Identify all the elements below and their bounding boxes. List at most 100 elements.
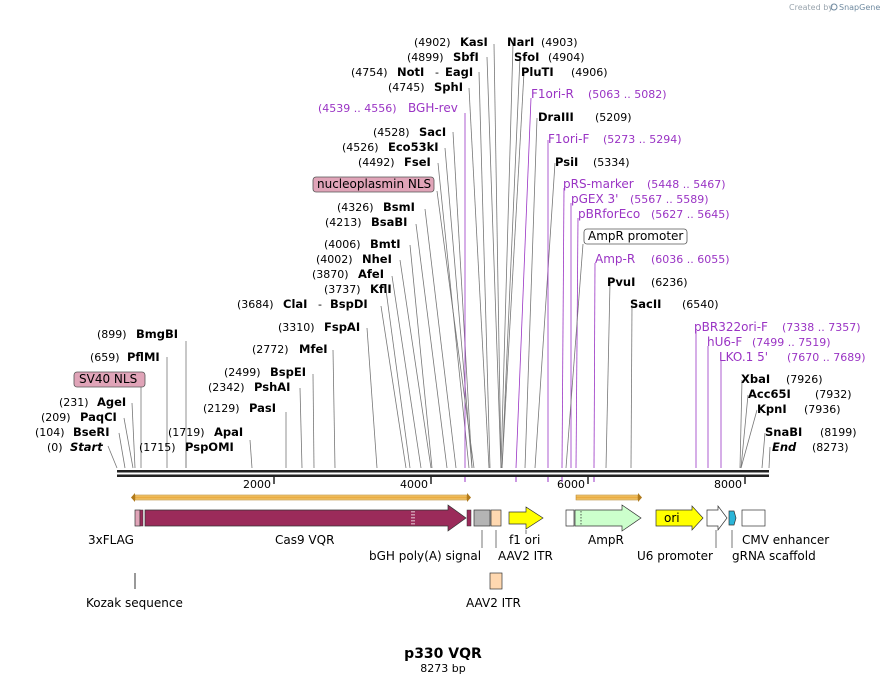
- primer-amp-r[interactable]: Amp-R: [595, 252, 635, 266]
- orf-bar[interactable]: [575, 494, 639, 501]
- site-pos: (6540): [682, 298, 719, 311]
- primer-pbr322ori-f[interactable]: pBR322ori-F: [694, 320, 768, 334]
- site-pos: (2772): [252, 343, 289, 356]
- f1-ori-feature[interactable]: [508, 506, 544, 530]
- site-nhei[interactable]: NheI: [362, 252, 392, 266]
- tick-label: 6000: [557, 478, 585, 491]
- flag-label: 3xFLAG: [88, 533, 134, 547]
- site-mfei[interactable]: MfeI: [299, 342, 328, 356]
- plasmid-title: p330 VQR: [404, 646, 482, 662]
- site-xbai[interactable]: XbaI: [741, 372, 770, 386]
- grna-label: gRNA scaffold: [732, 549, 816, 563]
- site-pos: (7926): [786, 373, 823, 386]
- site-sacii[interactable]: SacII: [630, 297, 661, 311]
- ampr-label: AmpR: [588, 533, 624, 547]
- site-sphi[interactable]: SphI: [434, 80, 463, 94]
- site-paqci[interactable]: PaqCI: [80, 410, 117, 424]
- site-agei[interactable]: AgeI: [97, 395, 126, 409]
- primer-prs-marker[interactable]: pRS-marker: [563, 177, 634, 191]
- site-fsei[interactable]: FseI: [404, 155, 431, 169]
- site-pflmi[interactable]: PflMI: [127, 350, 160, 364]
- primer-pbrforeco[interactable]: pBRforEco: [578, 207, 640, 221]
- grna-scaffold-feature[interactable]: [728, 510, 737, 526]
- primer-range: (6036 .. 6055): [651, 253, 730, 266]
- site-draiii[interactable]: DraIII: [538, 110, 574, 124]
- site-sfoi[interactable]: SfoI: [514, 50, 539, 64]
- aav2-itr-bottom-feature[interactable]: [489, 572, 503, 590]
- site-pluti[interactable]: PluTI: [521, 65, 554, 79]
- site-noti[interactable]: NotI: [397, 65, 424, 79]
- primer-marks: [464, 477, 595, 482]
- site-bmgbi[interactable]: BmgBI: [136, 327, 178, 341]
- primer-bgh-rev[interactable]: BGH-rev: [408, 101, 458, 115]
- site-pos: (659): [90, 351, 120, 364]
- site-eco53ki[interactable]: Eco53kI: [388, 140, 439, 154]
- cmv-enhancer-feature[interactable]: [741, 509, 766, 527]
- site-snabi[interactable]: SnaBI: [765, 425, 802, 439]
- u6-promoter-feature[interactable]: [706, 504, 728, 532]
- site-pshai[interactable]: PshAI: [254, 380, 290, 394]
- primer-range: (5627 .. 5645): [651, 208, 730, 221]
- ori-feature[interactable]: [655, 505, 704, 531]
- nucleoplasmin-nls-label[interactable]: nucleoplasmin NLS: [317, 177, 431, 191]
- site-pspomi[interactable]: PspOMI: [185, 440, 234, 454]
- site-end[interactable]: End: [772, 440, 797, 454]
- site-kpni[interactable]: KpnI: [757, 402, 787, 416]
- snapgene-logo-icon: [830, 3, 838, 11]
- tick-label: 4000: [400, 478, 428, 491]
- primer-lko15[interactable]: LKO.1 5': [719, 350, 768, 364]
- site-kfli[interactable]: KflI: [370, 282, 392, 296]
- tick-label: 2000: [243, 478, 271, 491]
- site-psii[interactable]: PsiI: [555, 155, 578, 169]
- site-bsabi[interactable]: BsaBI: [371, 215, 407, 229]
- site-start[interactable]: Start: [70, 440, 103, 454]
- site-nari[interactable]: NarI: [507, 35, 534, 49]
- cas9-feature[interactable]: [144, 504, 467, 532]
- site-pos: (4006): [324, 238, 361, 251]
- site-sbfi[interactable]: SbfI: [453, 50, 479, 64]
- ampr-feature[interactable]: [574, 504, 642, 532]
- site-bmti[interactable]: BmtI: [370, 237, 401, 251]
- site-eagi[interactable]: EagI: [445, 65, 473, 79]
- aav2-itr-feature[interactable]: [490, 509, 502, 527]
- site-acc65i[interactable]: Acc65I: [748, 387, 791, 401]
- site-bspdi[interactable]: BspDI: [330, 297, 368, 311]
- site-pos: (3310): [278, 321, 315, 334]
- site-pvui[interactable]: PvuI: [607, 275, 635, 289]
- site-bsmi[interactable]: BsmI: [383, 200, 415, 214]
- ampr-promoter-feature[interactable]: [565, 509, 575, 527]
- site-pos: (6236): [651, 276, 688, 289]
- f1ori-label: f1 ori: [509, 533, 540, 547]
- site-pos: (4213): [325, 216, 362, 229]
- site-pos: (3684): [237, 298, 274, 311]
- site-bspei[interactable]: BspEI: [270, 365, 306, 379]
- site-pos: (4906): [571, 66, 608, 79]
- site-pos: (4903): [541, 36, 578, 49]
- site-bseri[interactable]: BseRI: [73, 425, 110, 439]
- site-clai[interactable]: ClaI: [283, 297, 307, 311]
- primer-range: (5063 .. 5082): [588, 88, 667, 101]
- site-pos: (4745): [388, 81, 425, 94]
- site-fspai[interactable]: FspAI: [324, 320, 360, 334]
- site-pos: (4899): [407, 51, 444, 64]
- ampr-promoter-label[interactable]: AmpR promoter: [588, 229, 683, 243]
- site-afei[interactable]: AfeI: [358, 267, 384, 281]
- credit-brand[interactable]: SnapGene: [839, 3, 880, 12]
- site-kasi[interactable]: KasI: [460, 35, 488, 49]
- site-pasi[interactable]: PasI: [249, 401, 276, 415]
- primer-hu6-f[interactable]: hU6-F: [707, 335, 742, 349]
- bgh-feature[interactable]: [473, 509, 491, 527]
- site-apai[interactable]: ApaI: [214, 425, 243, 439]
- site-pos: (5209): [595, 111, 632, 124]
- primer-pgex3[interactable]: pGEX 3': [571, 192, 618, 206]
- primer-labels: (4539 .. 4556) BGH-rev F1ori-R (5063 .. …: [318, 87, 866, 364]
- sv40-nls-label[interactable]: SV40 NLS: [79, 372, 137, 386]
- site-saci[interactable]: SacI: [419, 125, 446, 139]
- flag-feature[interactable]: [134, 509, 141, 527]
- primer-f1ori-f[interactable]: F1ori-F: [548, 132, 589, 146]
- site-dash: -: [435, 66, 439, 79]
- orf-bar[interactable]: [134, 494, 468, 501]
- primer-f1ori-r[interactable]: F1ori-R: [531, 87, 574, 101]
